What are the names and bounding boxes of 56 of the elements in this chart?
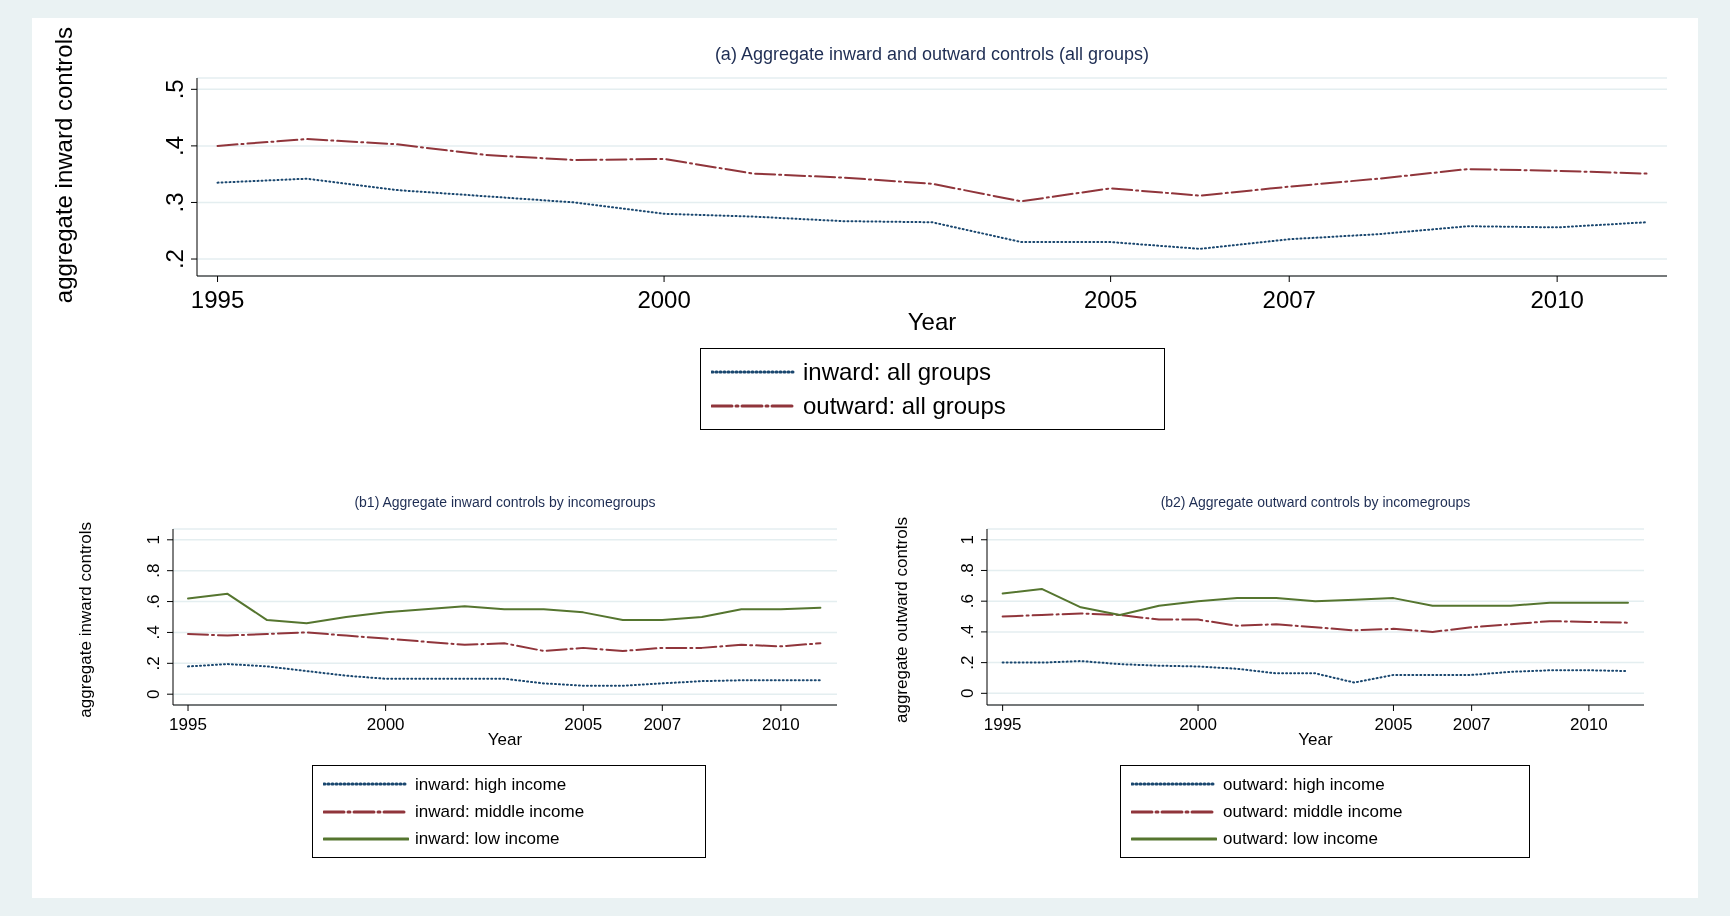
line-series bbox=[187, 663, 822, 687]
y-tick-label: 1 bbox=[144, 535, 163, 545]
x-axis-title: Year bbox=[487, 730, 523, 749]
legend-label: outward: all groups bbox=[803, 392, 1006, 420]
y-tick-label: .4 bbox=[161, 135, 188, 156]
x-tick-label: 2010 bbox=[1569, 715, 1608, 734]
x-tick-label: 2007 bbox=[1452, 715, 1491, 734]
line-series bbox=[216, 138, 1648, 203]
legend-label: inward: low income bbox=[415, 829, 560, 849]
line-series bbox=[187, 592, 822, 625]
line-series bbox=[1001, 612, 1629, 633]
y-tick-label: 0 bbox=[144, 689, 163, 699]
y-tick-label: .3 bbox=[161, 192, 188, 213]
x-tick-label: 1995 bbox=[190, 286, 245, 313]
line-series bbox=[216, 177, 1648, 250]
x-axis-title: Year bbox=[907, 308, 957, 335]
y-tick-label: 1 bbox=[958, 535, 977, 545]
legend-label: outward: high income bbox=[1223, 774, 1385, 794]
y-tick-label: .6 bbox=[958, 594, 977, 609]
y-tick-label: .4 bbox=[144, 625, 163, 640]
x-tick-label: 2005 bbox=[1374, 715, 1413, 734]
y-tick-label: .2 bbox=[958, 655, 977, 670]
y-tick-label: 0 bbox=[958, 688, 977, 699]
x-tick-label: 1995 bbox=[983, 715, 1022, 734]
x-tick-label: 2000 bbox=[637, 286, 691, 313]
legend-label: outward: low income bbox=[1223, 829, 1378, 849]
chart-title: (b2) Aggregate outward controls by incomegroups bbox=[1159, 494, 1472, 510]
x-tick-label: 2000 bbox=[1179, 715, 1217, 734]
y-tick-label: .2 bbox=[161, 249, 188, 270]
y-axis-title: aggregate inward controls bbox=[50, 26, 78, 304]
y-tick-label: .8 bbox=[144, 563, 163, 578]
legend-label: inward: high income bbox=[415, 774, 567, 794]
y-tick-label: .8 bbox=[958, 563, 977, 578]
legend-label: inward: middle income bbox=[415, 802, 585, 821]
x-tick-label: 2005 bbox=[564, 715, 603, 734]
y-tick-label: .4 bbox=[958, 624, 977, 639]
x-tick-label: 2007 bbox=[1262, 286, 1316, 313]
y-tick-label: .5 bbox=[161, 79, 188, 100]
x-tick-label: 2005 bbox=[1083, 286, 1138, 313]
x-tick-label: 2010 bbox=[761, 715, 800, 734]
x-tick-label: 2010 bbox=[1530, 286, 1584, 313]
x-tick-label: 2000 bbox=[366, 715, 405, 734]
y-axis-title: aggregate inward controls bbox=[76, 522, 96, 718]
legend-label: inward: all groups bbox=[803, 357, 992, 385]
y-tick-label: .6 bbox=[144, 594, 163, 609]
line-series bbox=[1001, 587, 1629, 616]
chart-title: (a) Aggregate inward and outward controls (all groups) bbox=[713, 44, 1151, 65]
x-tick-label: 1995 bbox=[169, 715, 207, 734]
line-series bbox=[1001, 660, 1629, 684]
chart-title: (b1) Aggregate inward controls by incomegroups bbox=[353, 494, 657, 510]
x-tick-label: 2007 bbox=[643, 715, 682, 734]
line-series bbox=[187, 631, 822, 652]
legend-label: outward: middle income bbox=[1223, 802, 1403, 821]
y-tick-label: .2 bbox=[144, 656, 163, 671]
x-axis-title: Year bbox=[1298, 730, 1333, 749]
y-axis-title: aggregate outward controls bbox=[892, 516, 912, 724]
